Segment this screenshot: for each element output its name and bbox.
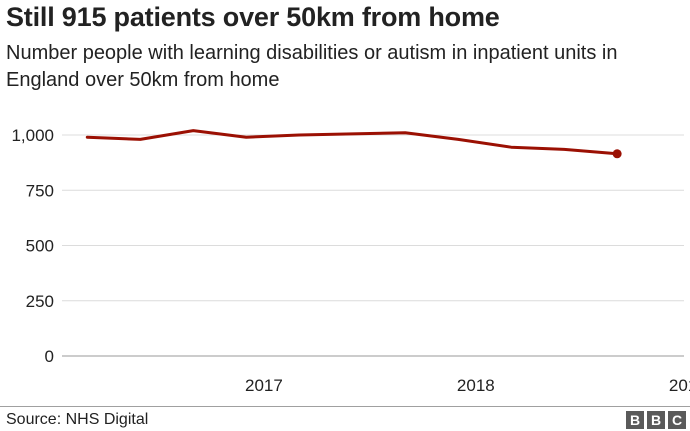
logo-letter: C <box>668 411 686 429</box>
y-tick-label: 0 <box>45 347 54 366</box>
bbc-logo: B B C <box>626 411 686 429</box>
x-tick-label: 2018 <box>457 376 495 395</box>
y-tick-label: 500 <box>26 237 54 256</box>
end-point-marker <box>612 149 622 159</box>
x-tick-label: 2019 <box>669 376 690 395</box>
y-tick-label: 1,000 <box>11 126 54 145</box>
series-line <box>85 129 619 156</box>
chart-title: Still 915 patients over 50km from home <box>6 2 500 32</box>
x-tick-label: 2017 <box>245 376 283 395</box>
source-note: Source: NHS Digital <box>6 411 149 428</box>
y-tick-label: 250 <box>26 292 54 311</box>
logo-letter: B <box>626 411 644 429</box>
chart-subtitle: Number people with learning disabilities… <box>6 42 618 91</box>
logo-letter: B <box>647 411 665 429</box>
footer-divider <box>0 406 690 407</box>
y-tick-label: 750 <box>26 181 54 200</box>
line-chart: 0 250 500 750 1,000 2017 2018 2019 <box>11 126 690 395</box>
